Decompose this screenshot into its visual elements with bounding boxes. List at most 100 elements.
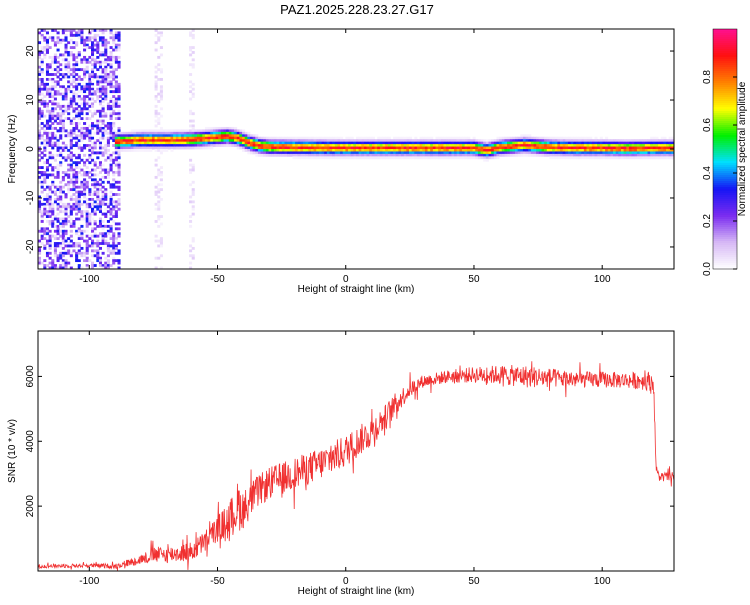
spectrogram-cell [56,188,60,192]
spectrogram-cell [48,212,52,216]
spectrogram-cell [112,232,116,236]
spectrogram-cell [395,151,399,155]
spectrogram-cell [454,144,458,147]
colorbar-step [713,221,737,224]
colorbar-step [713,255,737,258]
spectrogram-cell [446,139,450,143]
spectrogram-cell [77,207,81,211]
spectrogram-cell [59,242,63,245]
spectrogram-cell [83,193,87,196]
spectrogram-cell [536,141,540,145]
spectrogram-cell [72,102,76,106]
spectrogram-cell [88,146,92,150]
spectrogram-cell [80,36,84,40]
spectrogram-cell [361,156,365,160]
spectrogram-cell [67,53,71,57]
spectrogram-cell [159,129,163,133]
spectrogram-cell [191,119,195,123]
spectrogram-cell [75,163,79,167]
spectrogram-cell [85,251,89,255]
spectrogram-cell [45,102,49,106]
spectrogram-cell [53,41,57,45]
spectrogram-cell [88,131,92,135]
spectrogram-cell [117,90,121,94]
spectrogram-cell [191,136,195,140]
spectrogram-cell [149,146,153,150]
spectrogram-cell [162,139,166,143]
spectrogram-cell [562,153,566,157]
spectrogram-cell [409,139,413,143]
spectrogram-cell [64,95,68,98]
spectrogram-cell [154,185,158,189]
spectrogram-cell [109,190,113,194]
spectrogram-cell [250,151,254,155]
spectrogram-cell [318,156,322,160]
spectrogram-cell [491,153,495,157]
spectrogram-cell [292,149,296,152]
spectrogram-cell [562,136,566,140]
spectrogram-cell [91,68,95,72]
colorbar-step [713,65,737,68]
spectrogram-cell [642,144,646,147]
spectrogram-cell [114,146,118,150]
spectrogram-cell [663,153,667,157]
spectrogram-cell [599,144,603,147]
spectrogram-cell [613,139,617,143]
spectrogram-cell [114,139,118,143]
spectrogram-cell [613,153,617,157]
spectrogram-cell [96,166,100,169]
spectrogram-cell [43,161,47,165]
spectrogram-cell [594,139,598,143]
spectrogram-cell [326,136,330,140]
spectrogram-cell [91,77,95,81]
spectrogram-cell [67,249,71,253]
spectrogram-cell [61,251,65,255]
spectrogram-cell [273,153,277,157]
spectrogram-cell [72,68,76,72]
spectrogram-cell [242,136,246,140]
spectrogram-cell [448,139,452,143]
colorbar-step [713,85,737,88]
spectrogram-cell [106,156,110,160]
spectrogram-cell [358,136,362,140]
spectrogram-cell [204,139,208,143]
spectrogram-cell [144,139,148,143]
spectrogram-cell [440,144,444,147]
spectrogram-cell [112,104,116,108]
spectrogram-cell [98,144,102,147]
spectrogram-cell [644,144,648,147]
spectrogram-cell [72,29,76,32]
spectrogram-cell [260,144,264,147]
spectrogram-cell [324,146,328,150]
spectrogram-cell [530,139,534,143]
spectrogram-cell [602,146,606,150]
spectrogram-cell [75,173,79,177]
spectrogram-cell [85,117,89,121]
spectrogram-cell [56,139,60,143]
spectrogram-cell [56,173,60,177]
spectrogram-cell [361,146,365,150]
spectrogram-cell [38,200,42,204]
spectrogram-cell [80,134,84,138]
spectrogram-cell [162,149,166,152]
spectrogram-cell [40,190,44,194]
spectrogram-cell [305,153,309,157]
spectrogram-cell [321,144,325,147]
spectrogram-cell [61,85,65,89]
spectrogram-cell [658,151,662,155]
spectrogram-cell [191,87,195,91]
spectrogram-cell [56,129,60,133]
spectrogram-cell [210,136,214,140]
spectrogram-cell [363,151,367,155]
spectrogram-cell [157,190,161,194]
spectrogram-cell [40,29,44,32]
spectrogram-cell [101,212,105,216]
spectrogram-cell [96,251,100,255]
spectrogram-cell [38,175,42,179]
spectrogram-cell [655,151,659,155]
spectrogram-cell [565,141,569,145]
spectrogram-cell [379,153,383,157]
spectrogram-cell [159,144,163,147]
spectrogram-cell [38,259,42,263]
